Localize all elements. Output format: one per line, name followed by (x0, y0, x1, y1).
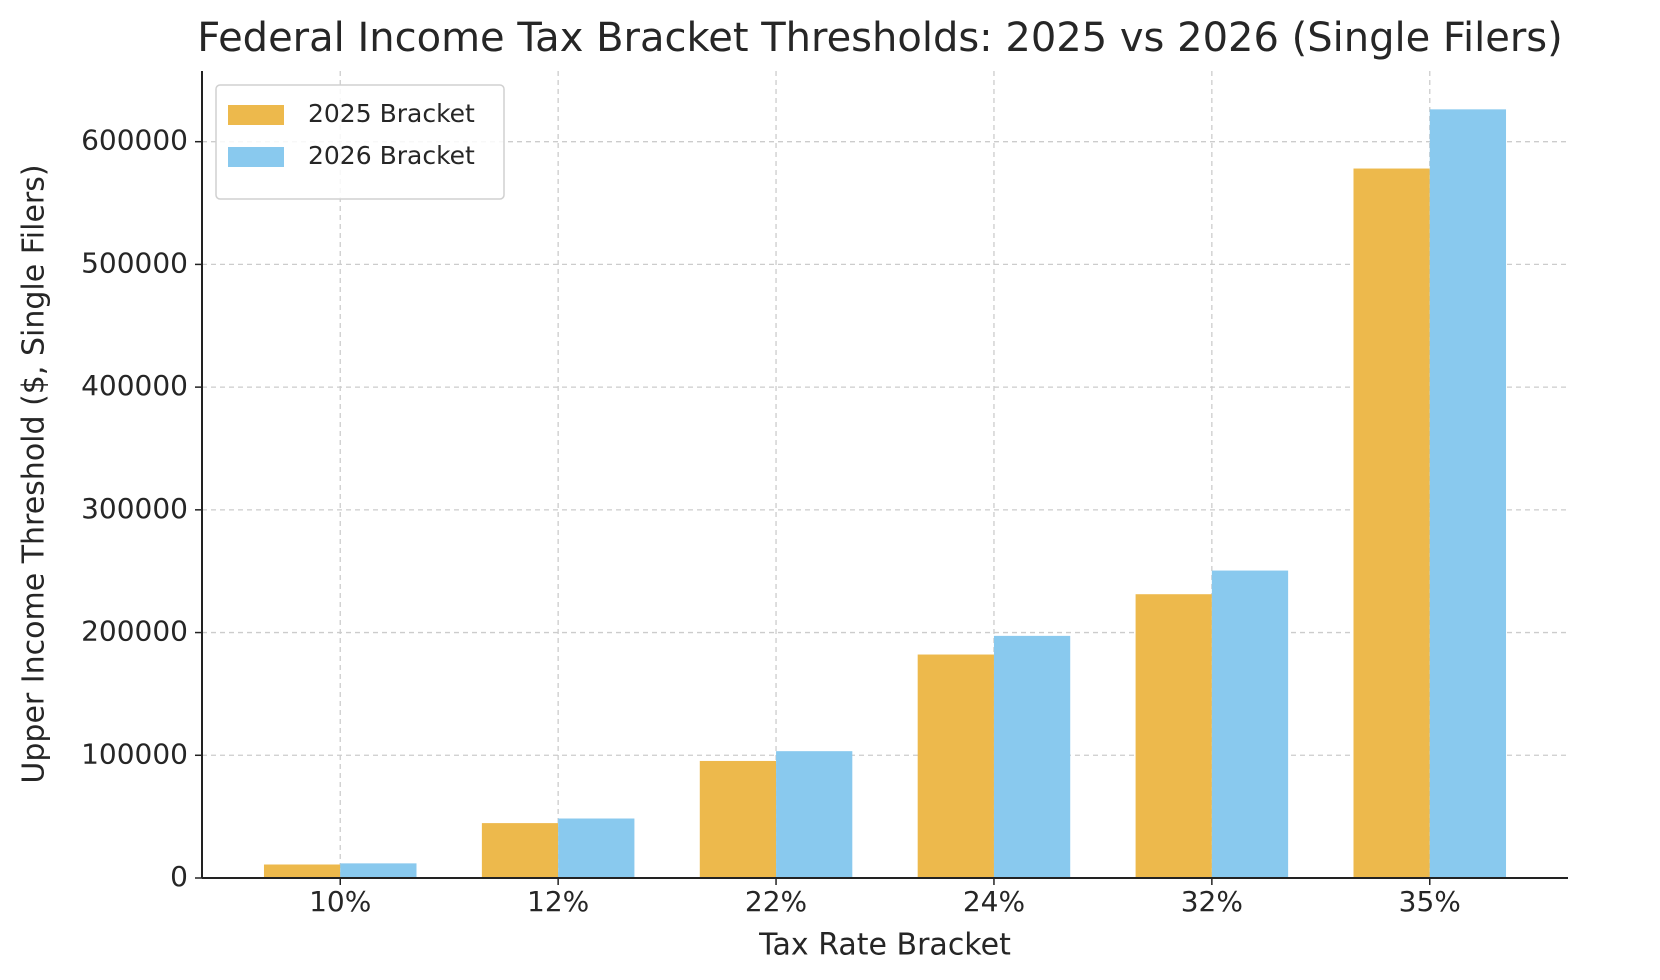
y-tick-label: 0 (170, 860, 188, 893)
bar (917, 654, 994, 878)
legend-label: 2026 Bracket (308, 141, 475, 170)
x-tick-label: 32% (1181, 885, 1243, 918)
chart-title: Federal Income Tax Bracket Thresholds: 2… (197, 15, 1563, 61)
legend-swatch (228, 147, 284, 167)
x-tick-label: 35% (1399, 885, 1461, 918)
bar (263, 864, 341, 878)
bar (776, 751, 853, 878)
bar (340, 863, 417, 878)
bar (993, 635, 1071, 878)
bar (558, 818, 635, 878)
bar (481, 823, 559, 878)
x-axis-label: Tax Rate Bracket (758, 928, 1011, 963)
x-tick-label: 24% (963, 885, 1025, 918)
x-tick-label: 12% (527, 885, 589, 918)
legend-box (215, 84, 505, 200)
bar (699, 760, 777, 878)
legend-swatch (228, 105, 284, 125)
y-tick-label: 500000 (81, 246, 188, 279)
bar (1135, 594, 1212, 878)
y-tick-label: 100000 (81, 737, 188, 770)
y-axis-label: Upper Income Threshold ($, Single Filers… (17, 164, 52, 783)
x-tick-label: 22% (745, 885, 807, 918)
y-tick-label: 200000 (81, 615, 188, 648)
bar (1429, 109, 1507, 879)
x-tick-label: 10% (309, 885, 371, 918)
bar (1211, 570, 1289, 878)
y-tick-label: 400000 (81, 369, 188, 402)
legend-label: 2025 Bracket (308, 99, 475, 128)
bar (1353, 168, 1430, 879)
y-tick-label: 300000 (81, 492, 188, 525)
y-tick-label: 600000 (81, 124, 188, 157)
